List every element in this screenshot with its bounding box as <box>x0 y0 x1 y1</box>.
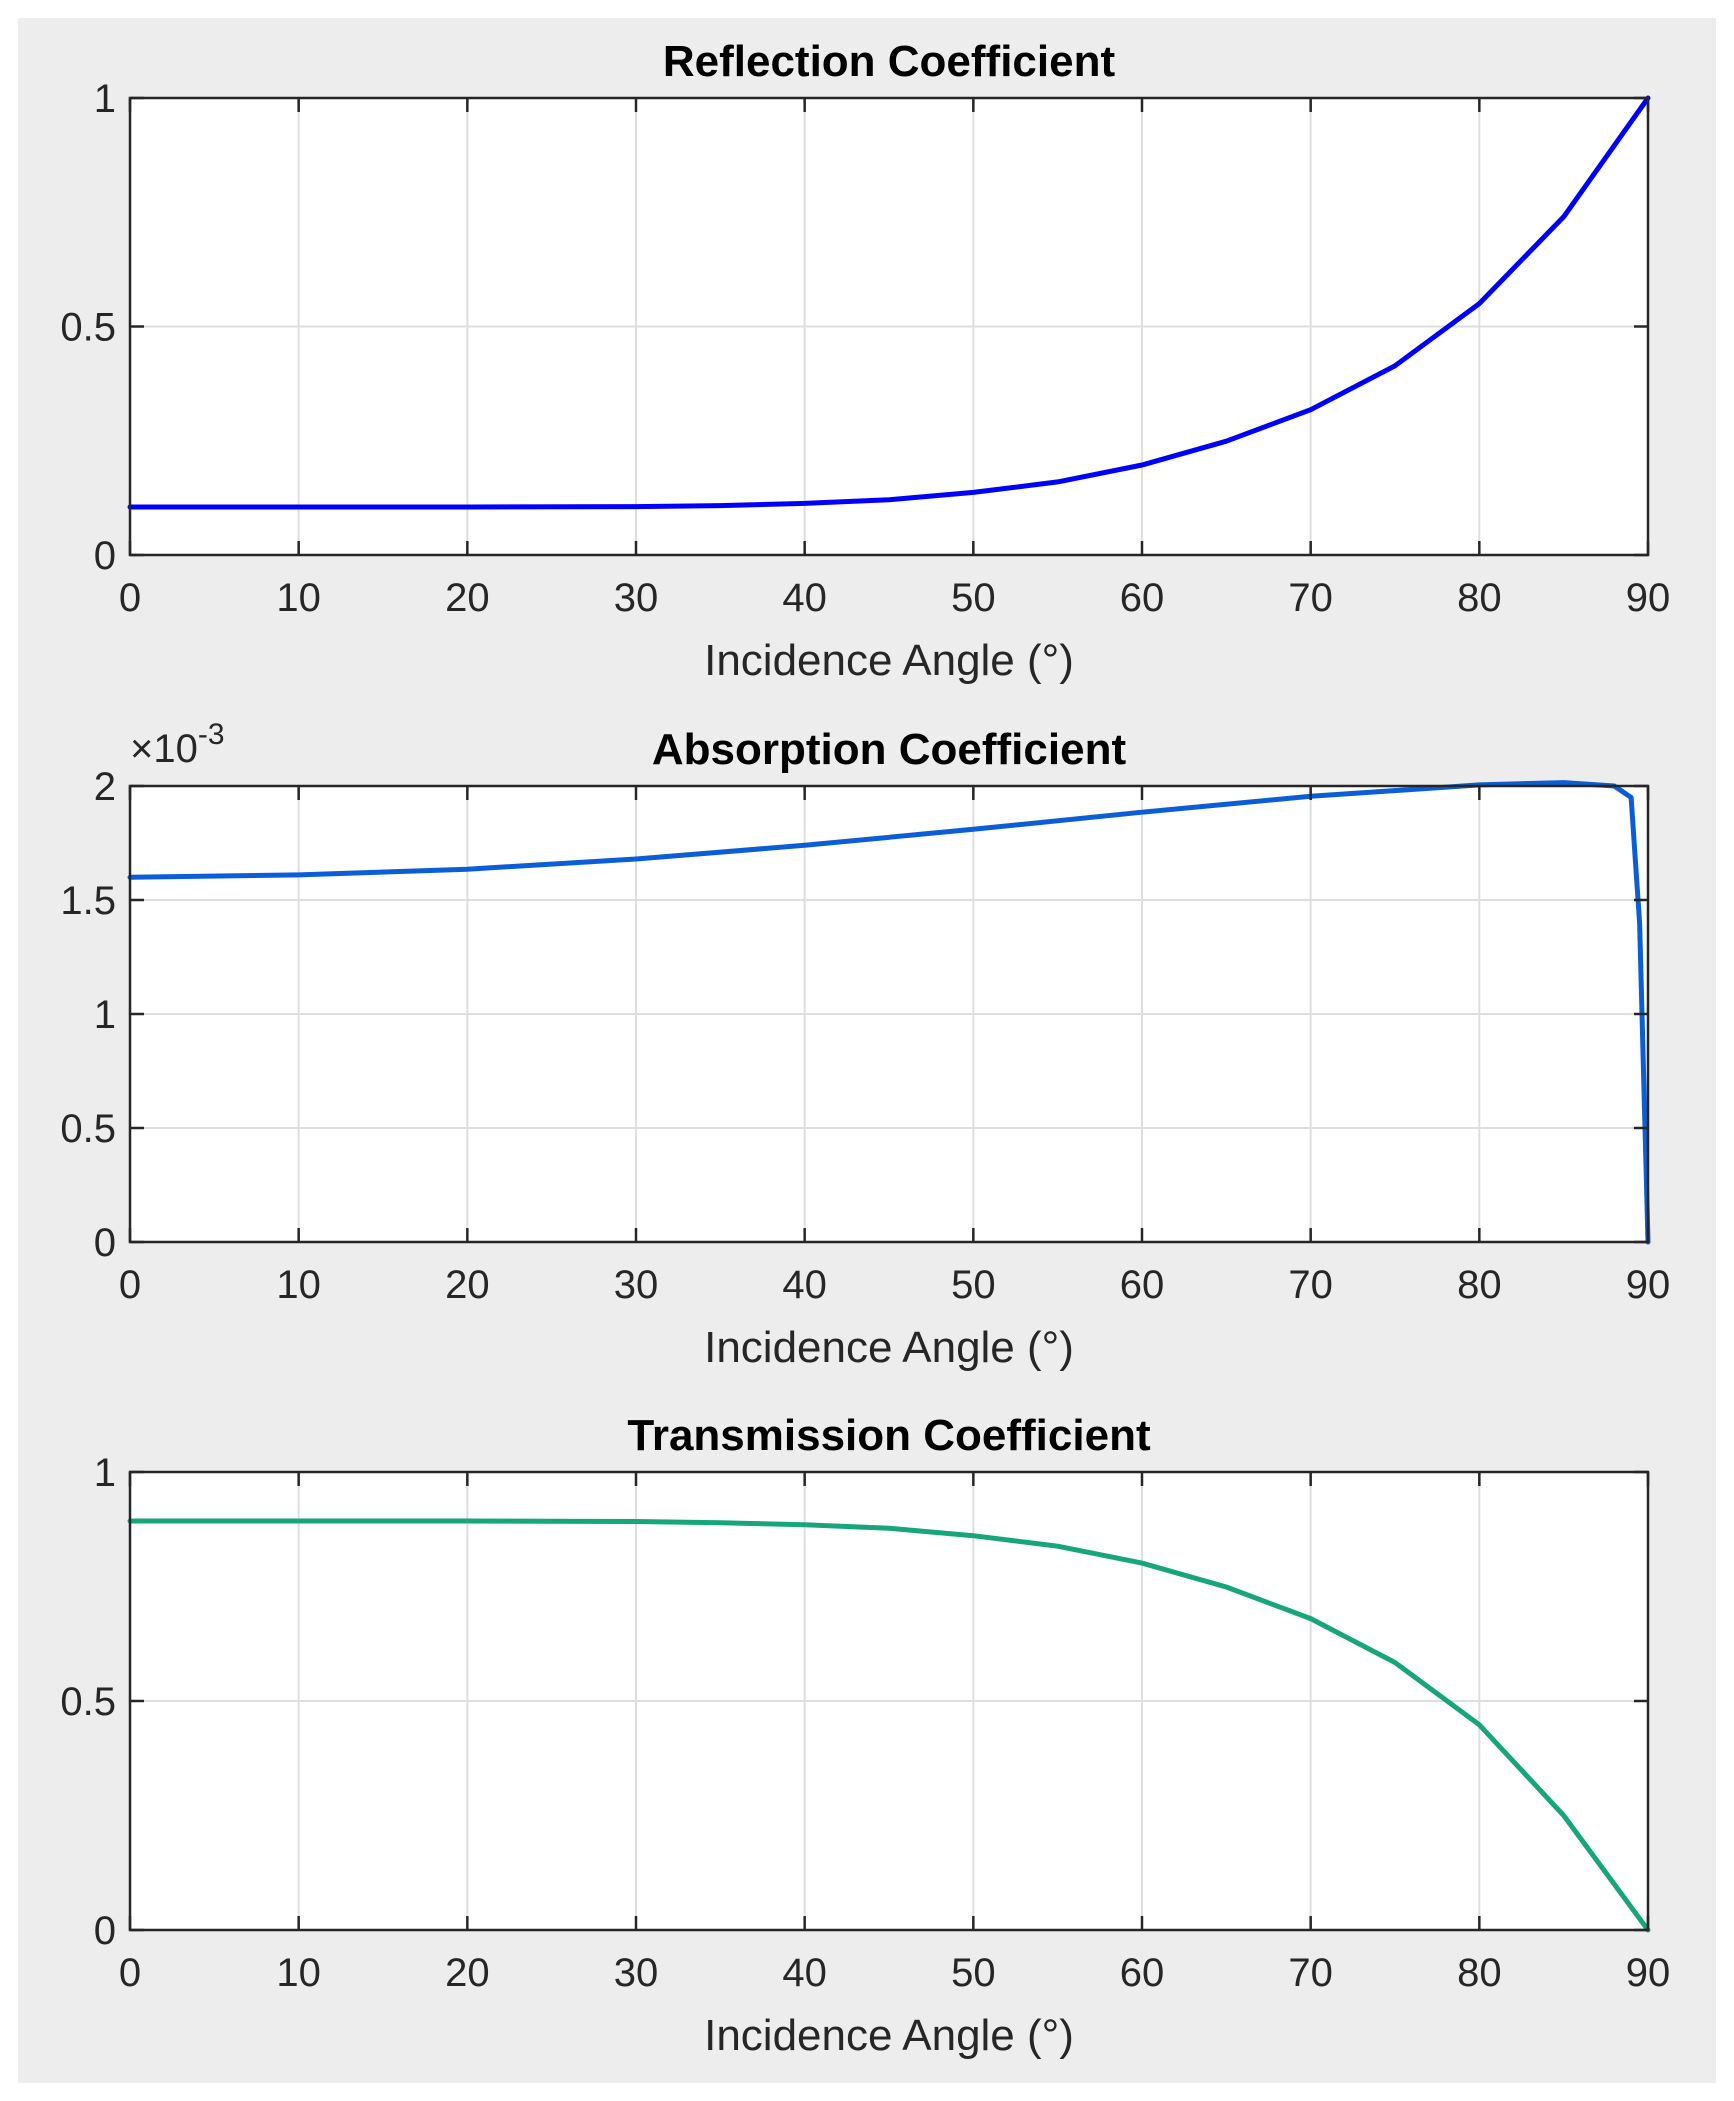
absorption-x-axis-label: Incidence Angle (°) <box>704 1323 1074 1372</box>
absorption-x-tick-label: 20 <box>445 1263 490 1307</box>
reflection-x-tick-label: 60 <box>1120 576 1165 620</box>
reflection-x-tick-label: 80 <box>1457 576 1502 620</box>
reflection-x-tick-label: 10 <box>276 576 321 620</box>
reflection-y-tick-label: 1 <box>94 77 116 121</box>
reflection-chart: 0 10 20 30 40 50 60 70 80 90 0 0.5 1 Incidence Angle … <box>60 37 1670 685</box>
absorption-x-tick-label: 10 <box>276 1263 321 1307</box>
absorption-x-tick-label: 60 <box>1120 1263 1165 1307</box>
transmission-x-axis-label: Incidence Angle (°) <box>704 2011 1074 2060</box>
absorption-x-tick-label: 80 <box>1457 1263 1502 1307</box>
absorption-y-tick-label: 1.5 <box>60 879 116 923</box>
transmission-x-tick-label: 80 <box>1457 1951 1502 1995</box>
reflection-x-tick-label: 70 <box>1288 576 1333 620</box>
absorption-exponent-label: ×10-3 <box>130 718 225 771</box>
absorption-series-line <box>127 780 1651 1245</box>
absorption-y-tick-label: 0 <box>94 1221 116 1265</box>
transmission-x-tick-label: 70 <box>1288 1951 1333 1995</box>
absorption-x-tick-label: 70 <box>1288 1263 1333 1307</box>
reflection-y-tick-label: 0.5 <box>60 306 116 350</box>
transmission-x-tick-label: 40 <box>782 1951 827 1995</box>
absorption-y-tick-label: 2 <box>94 765 116 809</box>
reflection-series-line <box>127 95 1651 510</box>
transmission-chart: 0 10 20 30 40 50 60 70 80 90 0 0.5 1 Incidence Angle … <box>60 1411 1670 2060</box>
transmission-y-tick-label: 1 <box>94 1451 116 1495</box>
absorption-x-tick-label: 90 <box>1626 1263 1671 1307</box>
absorption-title: Absorption Coefficient <box>652 725 1127 774</box>
reflection-x-tick-label: 20 <box>445 576 490 620</box>
transmission-y-tick-label: 0.5 <box>60 1680 116 1724</box>
transmission-x-tick-label: 60 <box>1120 1951 1165 1995</box>
reflection-y-tick-label: 0 <box>94 534 116 578</box>
transmission-x-tick-label: 20 <box>445 1951 490 1995</box>
reflection-title: Reflection Coefficient <box>663 37 1116 86</box>
reflection-x-tick-label: 90 <box>1626 576 1671 620</box>
transmission-x-tick-label: 0 <box>119 1951 141 1995</box>
transmission-title: Transmission Coefficient <box>627 1411 1151 1460</box>
reflection-x-tick-label: 40 <box>782 576 827 620</box>
absorption-chart: 0 10 20 30 40 50 60 70 80 90 0 0.5 1 1.5 2 Incidence An… <box>60 718 1670 1372</box>
absorption-x-tick-label: 0 <box>119 1263 141 1307</box>
transmission-x-tick-label: 50 <box>951 1951 996 1995</box>
reflection-x-tick-label: 50 <box>951 576 996 620</box>
transmission-x-tick-label: 30 <box>614 1951 659 1995</box>
transmission-x-tick-label: 10 <box>276 1951 321 1995</box>
reflection-x-tick-label: 30 <box>614 576 659 620</box>
absorption-y-tick-label: 1 <box>94 993 116 1037</box>
transmission-x-tick-label: 90 <box>1626 1951 1671 1995</box>
absorption-y-tick-label: 0.5 <box>60 1107 116 1151</box>
transmission-y-tick-label: 0 <box>94 1909 116 1953</box>
absorption-x-tick-label: 50 <box>951 1263 996 1307</box>
transmission-series-line <box>127 1518 1651 1933</box>
reflection-x-tick-label: 0 <box>119 576 141 620</box>
absorption-x-tick-label: 40 <box>782 1263 827 1307</box>
absorption-x-tick-label: 30 <box>614 1263 659 1307</box>
reflection-x-axis-label: Incidence Angle (°) <box>704 636 1074 685</box>
